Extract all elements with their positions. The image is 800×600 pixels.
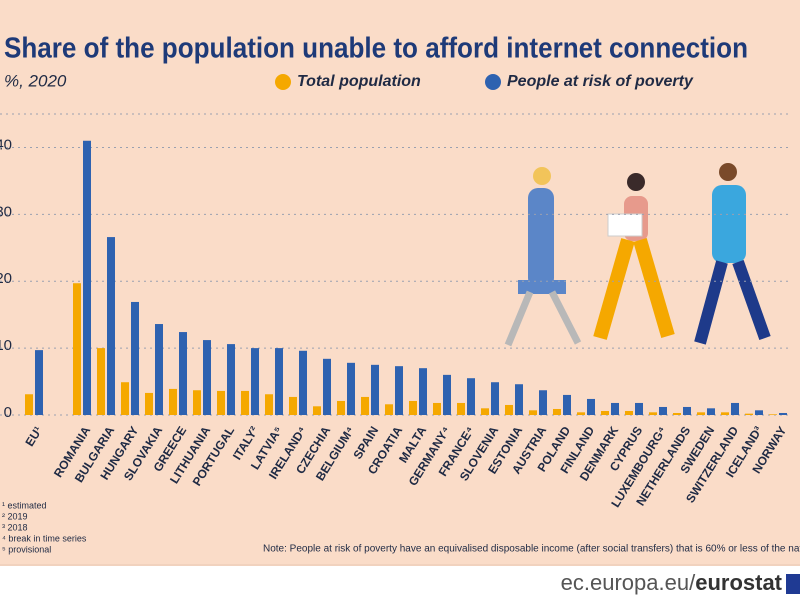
bar [97,348,105,415]
bar [515,384,523,415]
chart-subtitle: %, 2020 [4,71,67,90]
bar [707,408,715,415]
bar [625,410,633,415]
bar [481,408,489,415]
y-tick-label: 0 [4,404,12,421]
source-brand: eurostat [695,570,782,595]
bar [721,412,729,415]
bar [289,396,297,415]
bar [193,390,201,415]
footnote: ⁴ break in time series [2,533,87,543]
bar [769,414,777,415]
bar [313,406,321,415]
y-tick-label: 40 [0,136,12,153]
bar [673,412,681,415]
bar [659,406,667,415]
legend-label: People at risk of poverty [507,73,694,90]
bar [683,406,691,415]
footnote: ² 2019 [2,511,28,521]
x-tick-label: EU¹ [22,424,45,449]
source-prefix: ec.europa.eu/ [561,570,696,595]
bar [275,348,283,415]
bar [553,408,561,415]
bar [73,283,81,415]
bar [457,402,465,415]
bar [83,140,91,415]
note: Note: People at risk of poverty have an … [263,544,800,555]
bar [587,398,595,415]
bar [265,394,273,415]
bar [251,348,259,415]
bar [529,410,537,415]
bar [203,340,211,415]
bar [385,404,393,415]
bar [155,324,163,415]
footnote: ³ 2018 [2,522,28,532]
bar [361,396,369,415]
bar [395,366,403,415]
bar [505,404,513,415]
bar [433,402,441,415]
bar [121,382,129,415]
bar [107,237,115,415]
legend-label: Total population [297,73,421,90]
bar [563,394,571,415]
bar [443,374,451,415]
y-tick-label: 10 [0,337,12,354]
bar [35,350,43,415]
bar [131,301,139,415]
legend-swatch [485,74,501,90]
bar [337,400,345,415]
bar [241,390,249,415]
bar [779,412,787,415]
bar [347,362,355,415]
bar [539,390,547,415]
bar [299,350,307,415]
bar [419,368,427,415]
bar [217,390,225,415]
bar [467,378,475,415]
footnote: ¹ estimated [2,500,47,510]
bar [323,358,331,415]
footnote: ⁵ provisional [2,544,51,554]
footer-band [0,566,800,600]
y-tick-label: 20 [0,270,12,287]
y-tick-label: 30 [0,203,12,220]
bar [635,402,643,415]
bar [649,412,657,415]
illustration [504,163,771,347]
eu-flag [786,574,800,594]
bar [409,400,417,415]
source: ec.europa.eu/eurostat [561,570,783,595]
bar [745,413,753,415]
chart-title: Share of the population unable to afford… [4,33,748,65]
bar [145,392,153,415]
bar [731,402,739,415]
bar [25,394,33,415]
bar [179,332,187,415]
bar [755,410,763,415]
bar [169,388,177,415]
legend: Total population People at risk of povert… [275,73,694,90]
bar [371,364,379,415]
bar [577,412,585,415]
bar [697,412,705,415]
bar [611,402,619,415]
legend-swatch [275,74,291,90]
bar [227,344,235,415]
bar [601,410,609,415]
bar [491,382,499,415]
